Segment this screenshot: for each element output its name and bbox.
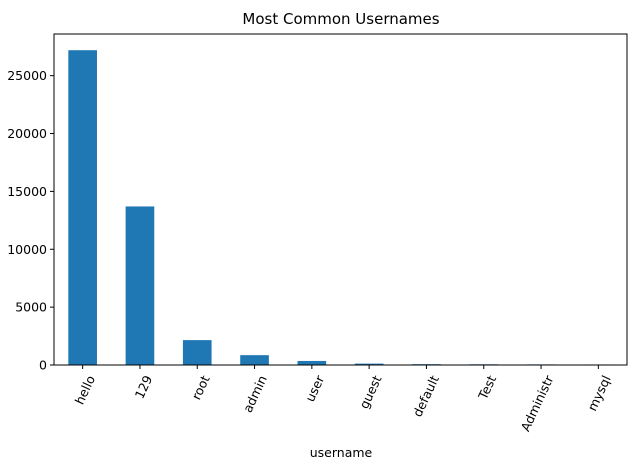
bars-group bbox=[68, 50, 613, 366]
y-axis: 0 5000 10000 15000 20000 25000 bbox=[7, 68, 54, 373]
bar-root bbox=[182, 340, 212, 365]
x-tick-label: guest bbox=[356, 373, 384, 411]
x-axis-label: username bbox=[310, 445, 373, 460]
y-tick-label: 10000 bbox=[7, 242, 47, 257]
x-axis: hello 129 root admin user guest default Test Adm… bbox=[72, 365, 614, 434]
x-tick-label: user bbox=[302, 372, 327, 404]
y-tick-label: 15000 bbox=[7, 184, 47, 199]
x-tick-label: mysql bbox=[584, 373, 613, 413]
x-tick-label: hello bbox=[72, 373, 98, 407]
bar-hello bbox=[68, 50, 97, 366]
chart-title: Most Common Usernames bbox=[242, 10, 439, 28]
y-tick-label: 5000 bbox=[15, 300, 47, 315]
bar-admin bbox=[240, 355, 269, 365]
bar-user bbox=[297, 360, 327, 365]
x-tick-label: default bbox=[410, 373, 442, 419]
plot-frame bbox=[53, 33, 628, 366]
x-tick-label: 129 bbox=[132, 373, 156, 401]
bar-129 bbox=[125, 206, 155, 365]
x-tick-label: root bbox=[188, 373, 212, 402]
y-tick-label: 25000 bbox=[7, 68, 47, 83]
bar-guest bbox=[354, 363, 384, 365]
x-tick-label: Test bbox=[475, 373, 499, 403]
x-tick-label: admin bbox=[240, 373, 270, 415]
x-tick-label: Administr bbox=[518, 372, 557, 433]
y-tick-label: 0 bbox=[39, 358, 47, 373]
y-tick-label: 20000 bbox=[7, 126, 47, 141]
